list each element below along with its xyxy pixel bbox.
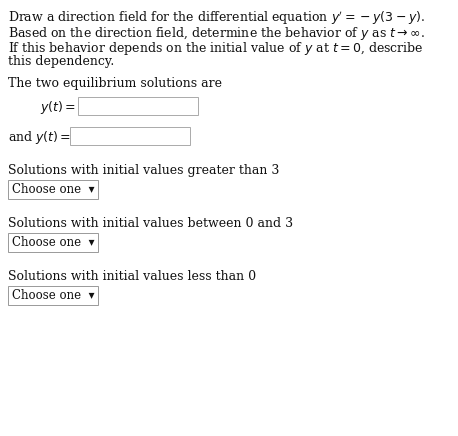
FancyBboxPatch shape: [70, 127, 190, 145]
Text: Solutions with initial values greater than 3: Solutions with initial values greater th…: [8, 164, 279, 177]
Text: Based on the direction field, determine the behavior of $y$ as $t \to \infty$.: Based on the direction field, determine …: [8, 25, 425, 42]
Text: this dependency.: this dependency.: [8, 55, 114, 68]
Text: Solutions with initial values between 0 and 3: Solutions with initial values between 0 …: [8, 217, 293, 230]
Text: Choose one  ▾: Choose one ▾: [12, 236, 94, 249]
FancyBboxPatch shape: [78, 97, 198, 115]
Text: Choose one  ▾: Choose one ▾: [12, 183, 94, 196]
Text: The two equilibrium solutions are: The two equilibrium solutions are: [8, 77, 222, 90]
Text: Draw a direction field for the differential equation $y' = -y(3-y)$.: Draw a direction field for the different…: [8, 10, 425, 27]
FancyBboxPatch shape: [8, 233, 98, 252]
Text: If this behavior depends on the initial value of $y$ at $t = 0$, describe: If this behavior depends on the initial …: [8, 40, 424, 57]
Text: and $y(t) =$: and $y(t) =$: [8, 129, 71, 146]
Text: $y(t) =$: $y(t) =$: [40, 99, 76, 116]
Text: Solutions with initial values less than 0: Solutions with initial values less than …: [8, 270, 256, 283]
Text: Choose one  ▾: Choose one ▾: [12, 289, 94, 302]
FancyBboxPatch shape: [8, 180, 98, 199]
FancyBboxPatch shape: [8, 286, 98, 305]
